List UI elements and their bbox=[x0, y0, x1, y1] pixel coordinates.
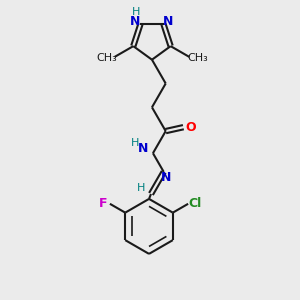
Text: H: H bbox=[132, 8, 141, 17]
Text: O: O bbox=[185, 121, 196, 134]
Text: CH₃: CH₃ bbox=[96, 53, 117, 63]
Text: N: N bbox=[163, 15, 174, 28]
Text: F: F bbox=[99, 197, 107, 210]
Text: Cl: Cl bbox=[188, 197, 202, 210]
Text: H: H bbox=[137, 183, 146, 193]
Text: CH₃: CH₃ bbox=[188, 53, 208, 63]
Text: N: N bbox=[130, 15, 141, 28]
Text: N: N bbox=[160, 171, 171, 184]
Text: N: N bbox=[138, 142, 148, 155]
Text: H: H bbox=[131, 138, 140, 148]
